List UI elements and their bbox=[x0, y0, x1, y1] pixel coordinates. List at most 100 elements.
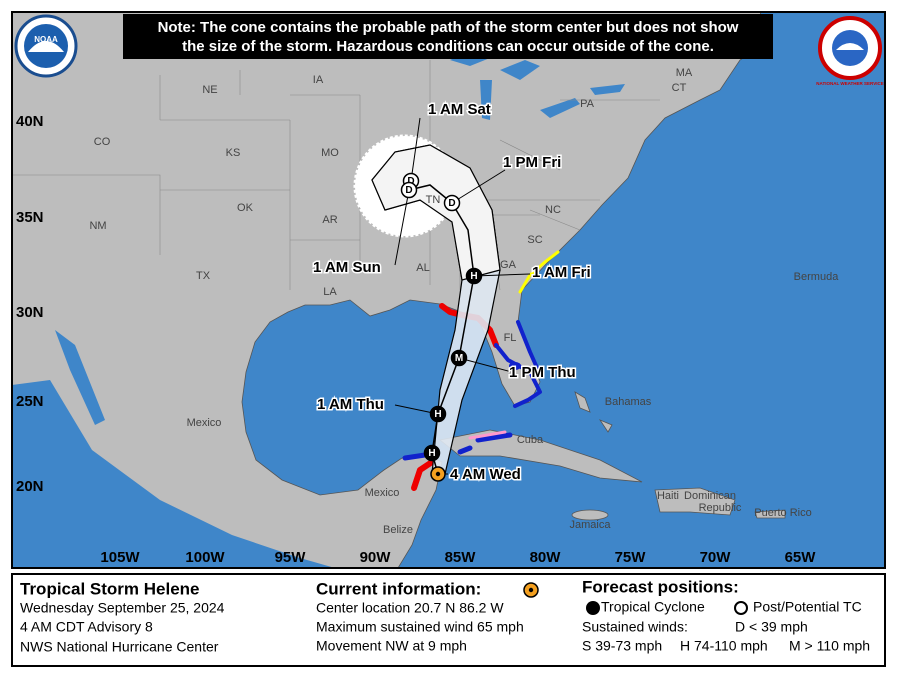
lon-label: 105W bbox=[100, 549, 140, 566]
hurricane-watch bbox=[468, 430, 507, 440]
point-letter: D bbox=[448, 198, 455, 209]
forecast-point bbox=[443, 194, 461, 212]
place-label: MA bbox=[676, 67, 693, 79]
place-label: AR bbox=[322, 214, 337, 226]
bahamas bbox=[574, 391, 613, 433]
forecast-label: 4 AM Wed bbox=[450, 466, 521, 483]
lat-label: 35N bbox=[16, 209, 44, 226]
gulf-of-california bbox=[55, 330, 105, 425]
forecast-title: Forecast positions: bbox=[582, 577, 739, 596]
map bbox=[11, 11, 885, 569]
lat-label: 30N bbox=[16, 304, 44, 321]
storm-line: NWS National Hurricane Center bbox=[20, 639, 219, 655]
forecast-label: 1 AM Sun bbox=[313, 259, 381, 276]
note-line: Note: The cone contains the probable pat… bbox=[158, 19, 739, 36]
noaa-bird bbox=[28, 41, 64, 52]
nws-text: NATIONAL WEATHER SERVICE bbox=[816, 81, 883, 86]
place-label: Republic bbox=[699, 502, 742, 514]
place-label: Mexico bbox=[187, 417, 222, 429]
storm-title: Tropical Storm Helene bbox=[20, 579, 200, 598]
current-title: Current information: bbox=[316, 579, 481, 598]
place-label: Puerto Rico bbox=[754, 507, 811, 519]
warning-area bbox=[509, 362, 521, 370]
noaa-text: NOAA bbox=[34, 35, 58, 44]
forecast-point bbox=[429, 405, 447, 423]
post-icon bbox=[734, 601, 748, 615]
nws-logo: NATIONAL WEATHER SERVICE bbox=[816, 16, 884, 86]
lon-label: 90W bbox=[360, 549, 392, 566]
place-label: AL bbox=[416, 262, 429, 274]
forecast-point bbox=[450, 349, 468, 367]
winds-s: S 39-73 mph bbox=[582, 638, 662, 654]
lon-label: 100W bbox=[185, 549, 225, 566]
place-label: IA bbox=[313, 74, 324, 86]
forecast-label: 1 AM Fri bbox=[532, 264, 591, 281]
puerto-rico bbox=[754, 509, 786, 519]
winds-m: M > 110 mph bbox=[789, 638, 870, 654]
current-icon-dot bbox=[528, 587, 534, 593]
noaa-logo: NOAA bbox=[14, 14, 78, 78]
winds-label: Sustained winds: bbox=[582, 619, 688, 635]
place-label: NE bbox=[202, 84, 217, 96]
forecast-label: 1 PM Fri bbox=[503, 154, 561, 171]
lon-label: 70W bbox=[700, 549, 732, 566]
current-line: Movement NW at 9 mph bbox=[316, 638, 467, 654]
place-label: Bahamas bbox=[605, 396, 652, 408]
tropical-storm-watch bbox=[518, 250, 560, 294]
lon-label: 85W bbox=[445, 549, 477, 566]
forecast-label: 1 AM Sat bbox=[428, 101, 491, 118]
place-label: SC bbox=[527, 234, 542, 246]
tropical-icon bbox=[586, 601, 600, 615]
place-label: Belize bbox=[383, 524, 413, 536]
tropical-storm-warning bbox=[516, 320, 540, 372]
place-label: LA bbox=[323, 286, 337, 298]
storm-line: Wednesday September 25, 2024 bbox=[20, 600, 225, 616]
map-labels: 40N 35N 30N 25N 20N 105W 100W 95W 90W 85W 80W 75W 70… bbox=[16, 67, 839, 566]
note-box bbox=[123, 14, 773, 59]
nws-cloud bbox=[836, 43, 864, 50]
place-label: GA bbox=[500, 259, 517, 271]
winds-h: H 74-110 mph bbox=[680, 638, 768, 654]
lon-label: 75W bbox=[615, 549, 647, 566]
forecast-label: 1 AM Thu bbox=[317, 396, 384, 413]
pacific bbox=[12, 380, 335, 568]
tropical-storm-warning bbox=[402, 432, 513, 461]
current-line: Center location 20.7 N 86.2 W bbox=[316, 600, 504, 616]
forecast-point bbox=[423, 444, 441, 462]
place-label: TX bbox=[196, 270, 211, 282]
place-label: OK bbox=[237, 202, 254, 214]
lon-label: 65W bbox=[785, 549, 817, 566]
leader-lines bbox=[394, 117, 531, 475]
post-label: Post/Potential TC bbox=[753, 599, 862, 615]
map-frame bbox=[11, 11, 886, 569]
current-position-dot bbox=[435, 471, 441, 477]
forecast-label: 1 PM Thu bbox=[509, 364, 576, 381]
forecast-point bbox=[400, 181, 418, 199]
land bbox=[11, 11, 771, 569]
current-line: Maximum sustained wind 65 mph bbox=[316, 619, 524, 635]
storm-line: 4 AM CDT Advisory 8 bbox=[20, 619, 153, 635]
place-label: Dominican bbox=[684, 490, 736, 502]
legend: Tropical Storm Helene Wednesday Septembe… bbox=[11, 573, 886, 667]
lon-label: 80W bbox=[530, 549, 562, 566]
point-letter: M bbox=[455, 353, 463, 364]
place-label: CT bbox=[672, 82, 687, 94]
place-label: TN bbox=[426, 194, 441, 206]
tropical-storm-warning bbox=[494, 343, 542, 408]
place-label: Mexico bbox=[365, 487, 400, 499]
lon-label: 95W bbox=[275, 549, 307, 566]
point-letter: D bbox=[405, 185, 412, 196]
place-label: FL bbox=[504, 332, 517, 344]
place-label: NM bbox=[89, 220, 106, 232]
winds-d: D < 39 mph bbox=[735, 619, 808, 635]
place-label: Bermuda bbox=[794, 271, 840, 283]
lat-label: 40N bbox=[16, 113, 44, 130]
point-letter: H bbox=[434, 409, 441, 420]
place-label: KS bbox=[226, 147, 241, 159]
place-label: Cuba bbox=[517, 434, 544, 446]
point-letter: H bbox=[428, 448, 435, 459]
jamaica bbox=[571, 509, 609, 521]
place-label: MO bbox=[321, 147, 339, 159]
tropical-label: Tropical Cyclone bbox=[601, 599, 705, 615]
place-label: Jamaica bbox=[570, 519, 612, 531]
